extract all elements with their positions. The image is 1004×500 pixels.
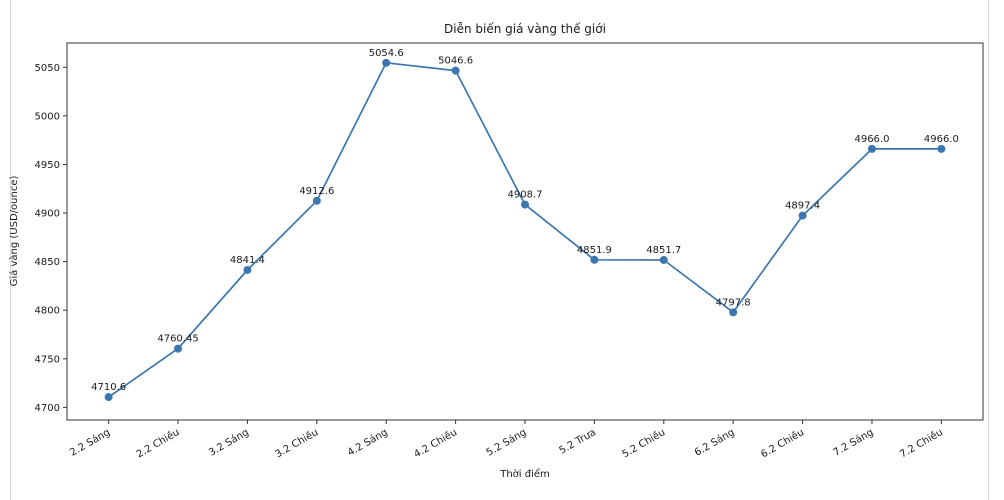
- y-tick-label: 4800: [35, 306, 60, 317]
- data-point-marker: [798, 211, 807, 220]
- y-tick-label: 5000: [35, 111, 60, 122]
- y-axis-ticks: 4700 4750 4800 4850 4900 4950 5000 5050: [35, 63, 67, 414]
- data-point-value-label: 4710.6: [91, 382, 126, 393]
- data-point-value-label: 4841.4: [230, 255, 265, 266]
- x-tick-label: 7.2 Sáng: [831, 426, 875, 459]
- data-point-value-label: 4908.7: [508, 190, 543, 201]
- y-tick-label: 4950: [35, 160, 60, 171]
- data-point-value-label: 4760.45: [157, 334, 198, 345]
- data-point-value-label: 4797.8: [716, 297, 751, 308]
- x-tick-label: 6.2 Sáng: [692, 426, 736, 459]
- data-point-marker: [937, 144, 946, 153]
- x-axis-ticks: 2.2 Sáng 2.2 Chiều 3.2 Sáng 3.2 Chiều 4.2 Sá…: [68, 420, 945, 460]
- data-point-value-label: 4912.6: [299, 186, 334, 197]
- data-point-value-label: 4897.4: [785, 201, 820, 212]
- page-frame: [10, 0, 989, 500]
- y-tick-label: 5050: [35, 63, 60, 74]
- x-tick-label: 2.2 Chiều: [134, 426, 181, 460]
- data-point-marker: [174, 344, 183, 353]
- data-point-marker: [312, 196, 321, 205]
- data-point-marker: [729, 308, 738, 317]
- x-tick-label: 5.2 Trưa: [557, 427, 597, 457]
- price-line-series: [104, 58, 946, 402]
- data-point-marker: [867, 144, 876, 153]
- x-tick-label: 4.2 Chiều: [412, 426, 459, 460]
- data-point-labels: 4710.6 4760.45 4841.4 4912.6 5054.6 5046.6 490…: [91, 48, 959, 393]
- data-point-marker: [659, 255, 668, 264]
- price-line: [108, 61, 942, 398]
- data-point-value-label: 4851.7: [646, 245, 681, 256]
- x-tick-label: 7.2 Chiều: [898, 426, 945, 460]
- data-point-value-label: 5054.6: [369, 48, 404, 59]
- x-tick-label: 4.2 Sáng: [345, 426, 389, 459]
- y-tick-label: 4700: [35, 403, 60, 414]
- x-tick-label: 6.2 Chiều: [759, 426, 806, 460]
- chart-title: Diễn biến giá vàng thế giới: [444, 22, 606, 36]
- x-tick-label: 2.2 Sáng: [68, 426, 112, 459]
- data-point-marker: [104, 393, 113, 402]
- x-tick-label: 3.2 Chiều: [273, 426, 320, 460]
- x-tick-label: 5.2 Chiều: [620, 426, 667, 460]
- y-axis-title: Giá vàng (USD/ounce): [8, 176, 20, 287]
- data-point-marker: [451, 66, 460, 75]
- x-axis-title: Thời điểm: [499, 467, 550, 480]
- x-tick-label: 3.2 Sáng: [207, 426, 251, 459]
- x-tick-label: 5.2 Sáng: [484, 426, 528, 459]
- data-point-value-label: 4966.0: [924, 134, 959, 145]
- data-point-marker: [590, 255, 599, 264]
- y-tick-label: 4900: [35, 209, 60, 220]
- data-point-value-label: 5046.6: [438, 56, 473, 67]
- data-point-value-label: 4966.0: [854, 134, 889, 145]
- data-point-value-label: 4851.9: [577, 245, 612, 256]
- y-tick-label: 4850: [35, 257, 60, 268]
- y-tick-label: 4750: [35, 354, 60, 365]
- data-point-marker: [243, 265, 252, 274]
- data-point-marker: [382, 58, 391, 67]
- plot-area-border: [66, 42, 984, 421]
- data-point-marker: [521, 200, 529, 209]
